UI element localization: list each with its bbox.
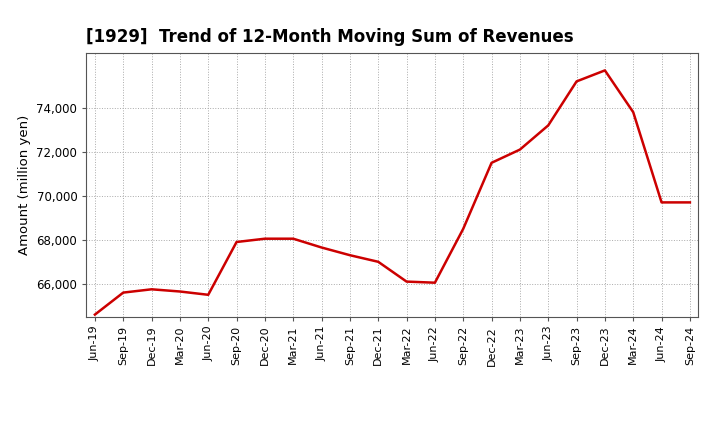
Text: [1929]  Trend of 12-Month Moving Sum of Revenues: [1929] Trend of 12-Month Moving Sum of R… <box>86 28 574 46</box>
Y-axis label: Amount (million yen): Amount (million yen) <box>18 115 31 255</box>
